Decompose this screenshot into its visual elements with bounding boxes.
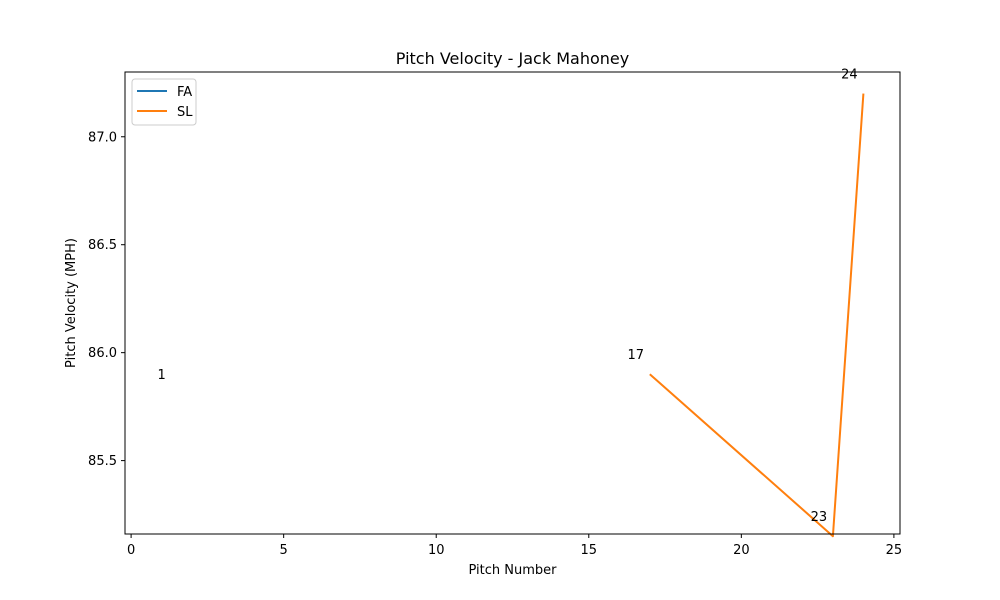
- point-label: 17: [628, 348, 645, 363]
- y-axis: 85.5 86.0 86.5 87.0: [88, 130, 125, 469]
- x-axis-label: Pitch Number: [468, 563, 557, 578]
- series-lines: [649, 93, 865, 538]
- x-tick-label: 0: [127, 543, 135, 558]
- point-label: 23: [811, 510, 828, 525]
- point-annotations: 1 17 23 24: [157, 68, 857, 526]
- x-tick-label: 15: [581, 543, 598, 558]
- x-tick-label: 5: [280, 543, 288, 558]
- legend-label-sl: SL: [177, 105, 193, 120]
- chart-title: Pitch Velocity - Jack Mahoney: [396, 49, 629, 68]
- y-tick-label: 86.0: [88, 346, 117, 361]
- y-tick-label: 85.5: [88, 454, 117, 469]
- plot-frame: [124, 71, 901, 535]
- y-tick-label: 87.0: [88, 130, 117, 145]
- x-tick-label: 25: [886, 543, 903, 558]
- x-axis: 0 5 10 15 20 25: [127, 534, 902, 558]
- y-tick-label: 86.5: [88, 238, 117, 253]
- legend-label-fa: FA: [177, 85, 192, 100]
- y-axis-label: Pitch Velocity (MPH): [64, 238, 79, 368]
- legend: FA SL: [131, 78, 197, 126]
- point-label: 1: [157, 368, 165, 383]
- x-tick-label: 20: [733, 543, 750, 558]
- series-line-sl: [649, 93, 865, 538]
- x-tick-label: 10: [428, 543, 445, 558]
- plot-area: [125, 72, 900, 534]
- point-label: 24: [841, 68, 858, 83]
